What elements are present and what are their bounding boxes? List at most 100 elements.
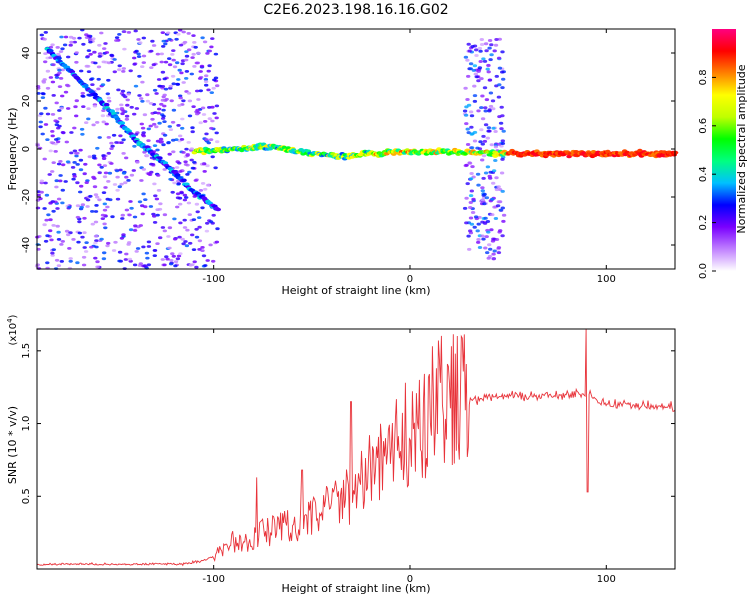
heatmap-noise-dot xyxy=(118,134,122,137)
heatmap-noise-dot xyxy=(71,238,75,241)
heatmap-noise-dot xyxy=(126,179,130,182)
heatmap-noise-dot xyxy=(498,229,502,232)
heatmap-noise-dot xyxy=(58,160,62,163)
heatmap-noise-dot xyxy=(90,210,94,213)
heatmap-noise-dot xyxy=(190,159,194,162)
heatmap-noise-dot xyxy=(196,210,200,213)
heatmap-noise-dot xyxy=(463,87,467,90)
heatmap-noise-dot xyxy=(97,44,101,47)
heatmap-noise-dot xyxy=(470,146,474,149)
heatmap-noise-dot xyxy=(118,251,122,254)
heatmap-noise-dot xyxy=(481,57,485,60)
heatmap-noise-dot xyxy=(488,175,492,178)
heatmap-noise-dot xyxy=(492,257,496,260)
heatmap-noise-dot xyxy=(153,221,157,224)
heatmap-noise-dot xyxy=(110,215,114,218)
heatmap-noise-dot xyxy=(215,140,219,143)
heatmap-noise-dot xyxy=(464,114,468,117)
heatmap-noise-dot xyxy=(42,207,46,210)
heatmap-noise-dot xyxy=(42,223,46,226)
heatmap-noise-dot xyxy=(210,91,214,94)
heatmap-noise-dot xyxy=(194,266,198,269)
heatmap-noise-dot xyxy=(184,148,188,151)
page-title: C2E6.2023.198.16.16.G02 xyxy=(263,2,448,18)
heatmap-noise-dot xyxy=(176,78,180,81)
heatmap-noise-dot xyxy=(69,44,73,47)
heatmap-noise-dot xyxy=(81,105,85,108)
heatmap-noise-dot xyxy=(478,66,482,69)
heatmap-noise-dot xyxy=(202,113,206,116)
heatmap-noise-dot xyxy=(205,222,209,225)
heatmap-noise-dot xyxy=(491,182,495,185)
heatmap-noise-dot xyxy=(114,141,118,144)
heatmap-noise-dot xyxy=(480,95,484,98)
heatmap-noise-dot xyxy=(67,206,71,209)
heatmap-noise-dot xyxy=(478,47,482,50)
heatmap-noise-dot xyxy=(190,234,194,237)
heatmap-noise-dot xyxy=(201,182,205,185)
heatmap-noise-dot xyxy=(99,32,103,35)
heatmap-noise-dot xyxy=(155,198,159,201)
heatmap-noise-dot xyxy=(473,226,477,229)
heatmap-noise-dot xyxy=(51,63,55,66)
heatmap-noise-dot xyxy=(177,236,181,239)
heatmap-noise-dot xyxy=(478,140,482,143)
heatmap-noise-dot xyxy=(201,107,205,110)
heatmap-noise-dot xyxy=(76,216,80,219)
heatmap-noise-dot xyxy=(483,247,487,250)
heatmap-noise-dot xyxy=(474,215,478,218)
heatmap-noise-dot xyxy=(139,97,143,100)
heatmap-noise-dot xyxy=(74,115,78,118)
heatmap-noise-dot xyxy=(486,130,490,133)
heatmap-noise-dot xyxy=(493,159,497,162)
heatmap-noise-dot xyxy=(485,251,489,254)
heatmap-noise-dot xyxy=(101,83,105,86)
heatmap-noise-dot xyxy=(49,239,53,242)
heatmap-noise-dot xyxy=(470,133,474,136)
heatmap-noise-dot xyxy=(82,231,86,234)
heatmap-noise-dot xyxy=(185,70,189,73)
heatmap-noise-dot xyxy=(180,127,184,130)
heatmap-noise-dot xyxy=(54,186,58,189)
heatmap-noise-dot xyxy=(493,250,497,253)
heatmap-noise-dot xyxy=(150,40,154,43)
heatmap-noise-dot xyxy=(181,151,185,154)
heatmap-noise-dot xyxy=(178,135,182,138)
heatmap-noise-dot xyxy=(80,133,84,136)
heatmap-noise-dot xyxy=(138,200,142,203)
heatmap-noise-dot xyxy=(154,92,158,95)
heatmap-noise-dot xyxy=(57,238,61,241)
heatmap-noise-dot xyxy=(159,103,163,106)
heatmap-noise-dot xyxy=(125,104,129,107)
heatmap-noise-dot xyxy=(167,141,171,144)
heatmap-noise-dot xyxy=(468,229,472,232)
heatmap-noise-dot xyxy=(46,70,50,73)
heatmap-noise-dot xyxy=(61,240,65,243)
heatmap-noise-dot xyxy=(481,238,485,241)
heatmap-noise-dot xyxy=(82,217,86,220)
heatmap-noise-dot xyxy=(171,191,175,194)
heatmap-noise-dot xyxy=(76,204,80,207)
heatmap-noise-dot xyxy=(471,211,475,214)
heatmap-noise-dot xyxy=(75,99,79,102)
heatmap-noise-dot xyxy=(57,69,61,72)
heatmap-noise-dot xyxy=(50,141,54,144)
heatmap-noise-dot xyxy=(500,114,504,117)
heatmap-noise-dot xyxy=(485,98,489,101)
heatmap-noise-dot xyxy=(141,133,145,136)
heatmap-track-dot xyxy=(104,103,110,107)
heatmap-noise-dot xyxy=(106,242,110,245)
heatmap-noise-dot xyxy=(212,87,216,90)
heatmap-noise-dot xyxy=(176,257,180,260)
heatmap-noise-dot xyxy=(45,261,49,264)
colorbar-bar xyxy=(712,29,736,271)
heatmap-noise-dot xyxy=(473,140,477,143)
heatmap-noise-dot xyxy=(489,43,493,46)
heatmap-track-dot xyxy=(56,56,62,60)
heatmap-track-dot xyxy=(215,208,221,212)
heatmap-noise-dot xyxy=(112,249,116,252)
heatmap-noise-dot xyxy=(58,180,62,183)
heatmap-noise-dot xyxy=(209,46,213,49)
heatmap-noise-dot xyxy=(198,239,202,242)
heatmap-noise-dot xyxy=(143,198,147,201)
